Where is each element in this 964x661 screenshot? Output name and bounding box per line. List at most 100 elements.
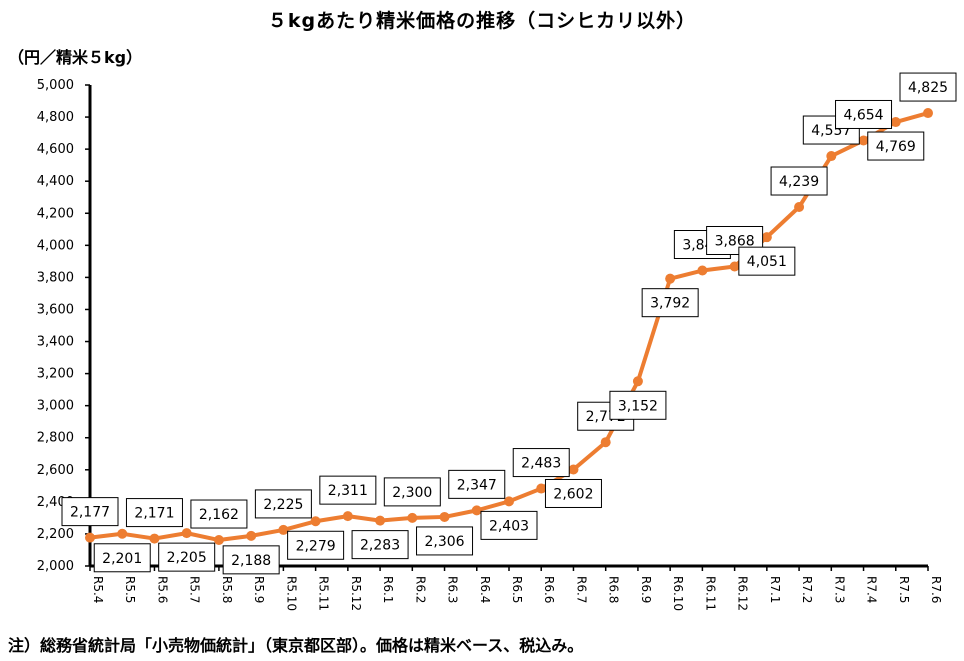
y-tick-label: 3,400 bbox=[37, 335, 74, 350]
data-label-text: 3,868 bbox=[715, 233, 755, 249]
data-label-box bbox=[351, 530, 409, 560]
data-point bbox=[246, 530, 257, 541]
data-label-text: 4,825 bbox=[908, 80, 948, 96]
y-tick-label: 4,000 bbox=[37, 238, 74, 253]
data-label: 2,300 bbox=[383, 477, 441, 507]
data-label-box bbox=[544, 478, 602, 508]
y-tick-label: 3,600 bbox=[37, 302, 74, 317]
x-tick-label: R6.6 bbox=[542, 576, 556, 603]
data-label-box bbox=[835, 99, 893, 129]
y-tick-label: 3,000 bbox=[37, 399, 74, 414]
x-tick-label: R6.2 bbox=[413, 576, 427, 603]
data-point bbox=[858, 135, 869, 146]
data-point bbox=[213, 535, 224, 546]
data-point bbox=[439, 511, 450, 522]
data-label-box bbox=[738, 246, 796, 276]
data-label-box bbox=[512, 448, 570, 478]
data-label-box bbox=[770, 166, 828, 196]
data-label: 3,152 bbox=[609, 390, 667, 420]
x-tick-label: R6.7 bbox=[574, 576, 588, 603]
x-tick-label: R7.4 bbox=[865, 576, 879, 603]
chart-title: ５kgあたり精米価格の推移（コシヒカリ以外） bbox=[267, 10, 697, 32]
y-tick-label: 4,800 bbox=[37, 110, 74, 125]
x-tick-label: R6.5 bbox=[510, 576, 524, 603]
data-point bbox=[794, 202, 805, 213]
data-label: 2,347 bbox=[448, 469, 506, 499]
y-tick-label: 4,400 bbox=[37, 174, 74, 189]
x-tick-label: R7.5 bbox=[897, 576, 911, 603]
data-label-box bbox=[287, 530, 345, 560]
data-label-box bbox=[319, 475, 377, 505]
data-point bbox=[761, 232, 772, 243]
data-point bbox=[923, 108, 933, 119]
data-point bbox=[504, 496, 514, 507]
data-label-text: 2,177 bbox=[70, 505, 110, 521]
x-tick-label: R5.12 bbox=[349, 576, 363, 611]
data-label-text: 4,769 bbox=[876, 139, 916, 155]
data-label: 4,239 bbox=[770, 166, 828, 196]
data-label-box bbox=[609, 390, 667, 420]
data-label: 4,051 bbox=[738, 246, 796, 276]
data-label-box bbox=[125, 498, 183, 528]
data-label-text: 2,311 bbox=[328, 483, 368, 499]
data-point bbox=[697, 265, 708, 276]
data-label-text: 4,654 bbox=[843, 107, 883, 123]
data-label-text: 3,792 bbox=[650, 296, 690, 312]
x-tick-label: R6.11 bbox=[703, 576, 717, 611]
x-tick-label: R5.5 bbox=[123, 576, 137, 603]
data-point bbox=[310, 516, 321, 527]
y-axis-unit-label: （円／精米５kg） bbox=[8, 48, 143, 67]
x-tick-label: R6.4 bbox=[478, 576, 492, 603]
x-tick-label: R6.1 bbox=[381, 576, 395, 603]
data-point bbox=[278, 524, 289, 535]
data-label: 4,654 bbox=[835, 99, 893, 129]
data-label-text: 2,283 bbox=[360, 538, 400, 554]
data-point bbox=[536, 483, 547, 494]
x-tick-label: R7.6 bbox=[929, 576, 943, 603]
x-tick-label: R6.8 bbox=[607, 576, 621, 603]
x-tick-label: R7.2 bbox=[800, 576, 814, 603]
data-label-text: 2,602 bbox=[553, 486, 593, 502]
data-label-text: 2,162 bbox=[199, 507, 239, 523]
data-point bbox=[85, 532, 95, 543]
data-point bbox=[181, 528, 192, 539]
data-label-box bbox=[448, 469, 506, 499]
x-tick-label: R7.3 bbox=[832, 576, 846, 603]
data-label-box bbox=[158, 542, 216, 572]
data-label-box bbox=[641, 288, 699, 318]
x-tick-label: R5.7 bbox=[188, 576, 202, 603]
data-label-box bbox=[416, 526, 474, 556]
y-tick-label: 2,000 bbox=[37, 559, 74, 574]
data-label-text: 2,347 bbox=[457, 477, 497, 493]
x-tick-label: R6.10 bbox=[671, 576, 685, 611]
series-points bbox=[85, 108, 933, 546]
data-label: 3,868 bbox=[706, 225, 764, 255]
data-label-box bbox=[480, 510, 538, 540]
data-point bbox=[568, 464, 579, 475]
x-tick-label: R5.8 bbox=[220, 576, 234, 603]
data-label-text: 2,171 bbox=[134, 506, 174, 522]
data-label-box bbox=[93, 543, 151, 573]
data-label: 4,825 bbox=[899, 72, 957, 102]
data-label: 2,306 bbox=[416, 526, 474, 556]
x-tick-label: R5.6 bbox=[155, 576, 169, 603]
data-point bbox=[729, 261, 740, 272]
data-point bbox=[632, 376, 643, 387]
data-label-box bbox=[61, 497, 119, 527]
data-label-text: 2,225 bbox=[263, 497, 303, 513]
data-label: 2,279 bbox=[287, 530, 345, 560]
data-label: 3,792 bbox=[641, 288, 699, 318]
y-tick-label: 4,200 bbox=[37, 206, 74, 221]
y-tick-label: 4,600 bbox=[37, 142, 74, 157]
data-point bbox=[826, 151, 837, 162]
data-label: 2,201 bbox=[93, 543, 151, 573]
data-point bbox=[665, 273, 676, 284]
x-tick-label: R5.11 bbox=[317, 576, 331, 611]
data-point bbox=[342, 511, 353, 522]
data-label: 2,171 bbox=[125, 498, 183, 528]
x-tick-label: R5.9 bbox=[252, 576, 266, 603]
data-label: 2,205 bbox=[158, 542, 216, 572]
data-label: 4,769 bbox=[867, 131, 925, 161]
data-label-box bbox=[254, 489, 312, 519]
